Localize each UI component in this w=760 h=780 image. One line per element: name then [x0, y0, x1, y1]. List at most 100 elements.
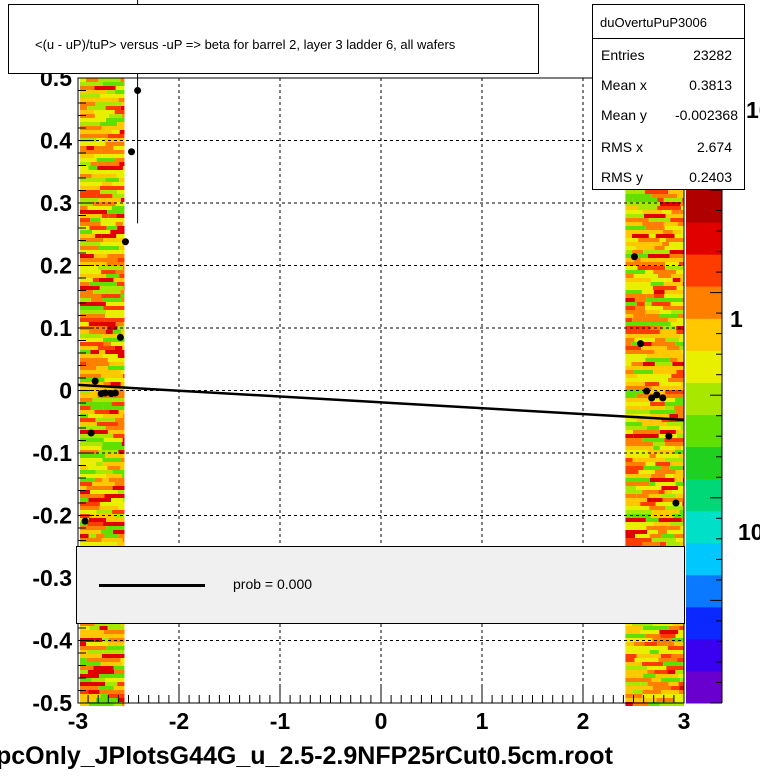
- density-cell: [625, 398, 644, 402]
- density-cell: [625, 510, 653, 514]
- density-cell: [679, 510, 684, 514]
- density-cell: [94, 410, 110, 414]
- profile-point: [121, 238, 129, 246]
- density-cell: [636, 418, 662, 422]
- density-cell: [86, 78, 99, 82]
- color-scale-label: 10: [738, 519, 760, 545]
- density-cell: [665, 506, 684, 510]
- density-cell: [664, 226, 684, 230]
- density-cell: [636, 394, 647, 398]
- density-cell: [647, 670, 655, 674]
- color-scale-cell: [686, 670, 722, 704]
- density-cell: [80, 394, 98, 398]
- density-cell: [102, 442, 122, 446]
- density-cell: [649, 482, 656, 486]
- density-cell: [658, 650, 683, 654]
- density-cell: [625, 298, 635, 302]
- density-cell: [96, 510, 113, 514]
- density-cell: [633, 198, 658, 202]
- density-cell: [110, 230, 125, 234]
- density-cell: [88, 166, 98, 170]
- density-cell: [644, 382, 660, 386]
- density-cell: [669, 358, 678, 362]
- profile-point: [101, 389, 109, 397]
- density-cell: [647, 682, 669, 686]
- density-cell: [122, 438, 125, 442]
- density-cell: [651, 646, 668, 650]
- density-cell: [647, 666, 667, 670]
- color-scale-label: 1: [730, 306, 743, 332]
- x-tick-labels: -3 -2 -1 0 1 2 3: [68, 708, 691, 734]
- density-cell: [625, 294, 647, 298]
- density-cell: [116, 282, 125, 286]
- density-cell: [101, 538, 123, 542]
- density-cell: [657, 206, 682, 210]
- density-cell: [117, 490, 125, 494]
- density-cell: [80, 210, 108, 214]
- density-cell: [94, 86, 116, 90]
- density-cell: [647, 530, 658, 534]
- density-cell: [625, 694, 643, 698]
- density-cell: [625, 406, 642, 410]
- stats-name: duOvertuPuP3006: [600, 15, 707, 30]
- profile-point: [648, 394, 656, 402]
- y-tick-label: -0.5: [32, 690, 72, 716]
- density-cell: [625, 486, 637, 490]
- density-cell: [116, 234, 125, 238]
- density-cell: [669, 414, 679, 418]
- density-cell: [88, 414, 103, 418]
- density-cell: [95, 470, 113, 474]
- density-cell: [647, 426, 660, 430]
- density-cell: [667, 346, 680, 350]
- density-cell: [642, 438, 665, 442]
- density-cell: [101, 270, 116, 274]
- density-cell: [107, 358, 125, 362]
- color-scale-cell: [686, 446, 722, 480]
- density-cell: [93, 666, 114, 670]
- density-cell: [113, 434, 125, 438]
- density-cell: [674, 534, 684, 538]
- density-cell: [105, 142, 125, 146]
- density-cell: [80, 298, 91, 302]
- density-cell: [625, 490, 643, 494]
- density-cell: [651, 678, 661, 682]
- stat-row-mean-y: Mean y -0.002368: [593, 101, 744, 131]
- density-cell: [651, 194, 677, 198]
- density-cell: [625, 338, 635, 342]
- density-cell: [93, 290, 121, 294]
- density-cell: [90, 162, 98, 166]
- density-cell: [80, 622, 95, 626]
- density-cell: [625, 382, 645, 386]
- density-cell: [114, 346, 123, 350]
- density-cell: [95, 102, 122, 106]
- stat-key: Mean x: [601, 77, 647, 93]
- density-cell: [121, 442, 125, 446]
- density-cell: [115, 322, 124, 326]
- density-cell: [94, 622, 109, 626]
- density-cell: [80, 250, 105, 254]
- density-cell: [80, 390, 91, 394]
- density-cell: [80, 534, 89, 538]
- density-cell: [120, 382, 125, 386]
- density-cell: [114, 514, 125, 518]
- density-cell: [99, 350, 106, 354]
- density-cell: [121, 458, 125, 462]
- density-cell: [92, 202, 104, 206]
- density-cell: [625, 450, 648, 454]
- density-cell: [657, 458, 665, 462]
- density-cell: [625, 634, 646, 638]
- color-scale-cell: [686, 222, 722, 255]
- density-cell: [625, 434, 634, 438]
- density-cell: [80, 334, 102, 338]
- density-cell: [80, 254, 94, 258]
- density-cell: [625, 538, 652, 542]
- density-cell: [80, 670, 88, 674]
- density-cell: [660, 298, 683, 302]
- density-cell: [675, 410, 684, 414]
- density-cell: [114, 394, 125, 398]
- density-cell: [625, 498, 647, 502]
- density-cell: [673, 474, 684, 478]
- density-cell: [672, 230, 682, 234]
- density-cell: [655, 482, 676, 486]
- density-cell: [102, 638, 109, 642]
